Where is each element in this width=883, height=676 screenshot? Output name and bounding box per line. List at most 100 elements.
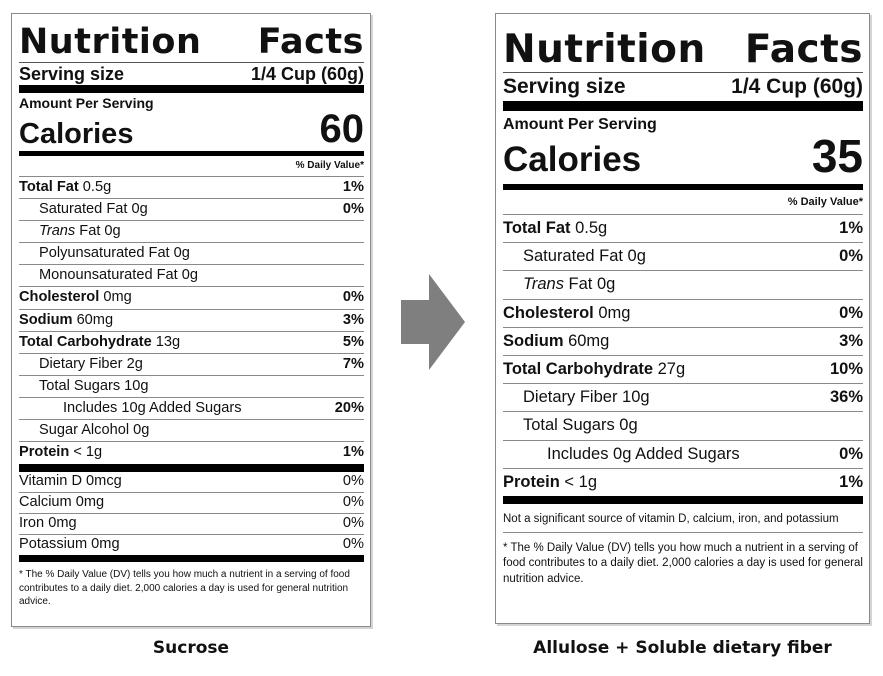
- nutrient-amount: 13g: [151, 333, 181, 350]
- nutrient-name: Total Carbohydrate: [503, 359, 654, 378]
- nutrient-dv: 5%: [342, 333, 364, 350]
- nutrient-dv: 0%: [342, 201, 364, 218]
- nutrient-amount: 0mg: [99, 289, 132, 306]
- calories-row: Calories 35: [503, 130, 863, 182]
- thick-divider: [503, 495, 863, 504]
- vitamin-name: Calcium 0mg: [19, 494, 105, 511]
- daily-value-header: % Daily Value*: [295, 160, 364, 171]
- nutrient-dv: 7%: [342, 355, 364, 372]
- nutrient-amount: < 1g: [559, 472, 598, 491]
- nutrient-name: Sodium: [503, 331, 564, 350]
- nutrient-row-dietary-fiber: Dietary Fiber 2g 7%: [19, 352, 364, 375]
- title-word-1: Nutrition: [503, 27, 706, 72]
- nutrient-row-sugar-alcohol: Sugar Alcohol 0g: [19, 419, 364, 441]
- serving-size-row: Serving size 1/4 Cup (60g): [19, 62, 364, 85]
- nutrient-row-protein: Protein < 1g 1%: [19, 441, 364, 463]
- vitamin-row-calcium: Calcium 0mg 0%: [19, 492, 364, 513]
- nutrient-name: Trans: [523, 275, 564, 294]
- serving-size-row: Serving size 1/4 Cup (60g): [503, 72, 863, 101]
- nutrient-name: Dietary Fiber 10g: [523, 388, 650, 407]
- vitamin-name: Potassium 0mg: [19, 536, 120, 553]
- nutrient-amount: < 1g: [69, 444, 103, 461]
- nutrient-row-protein: Protein < 1g 1%: [503, 467, 863, 496]
- nutrient-row-added-sugars: Includes 0g Added Sugars 0%: [503, 439, 863, 468]
- nutrient-row-saturated-fat: Saturated Fat 0g 0%: [19, 198, 364, 220]
- nutrient-name: Total Sugars 10g: [39, 377, 149, 394]
- nutrient-name: Saturated Fat 0g: [523, 247, 646, 266]
- nutrient-name: Includes 10g Added Sugars: [63, 399, 242, 416]
- nutrient-row-total-fat: Total Fat 0.5g 1%: [503, 214, 863, 242]
- nutrition-label-allulose-fiber: Nutrition Facts Serving size 1/4 Cup (60…: [495, 13, 870, 624]
- nutrient-dv: 0%: [839, 247, 863, 266]
- nutrient-name: Total Fat: [503, 219, 571, 237]
- thick-divider: [19, 464, 364, 473]
- nutrient-name: Sodium: [19, 311, 73, 328]
- nutrient-row-sodium: Sodium 60mg 3%: [503, 326, 863, 355]
- nutrient-row-monounsaturated-fat: Monounsaturated Fat 0g: [19, 264, 364, 286]
- calories-value: 60: [319, 107, 365, 151]
- nutrient-row-saturated-fat: Saturated Fat 0g 0%: [503, 242, 863, 270]
- nutrient-name: Saturated Fat 0g: [39, 201, 148, 218]
- nutrient-amount: Fat 0g: [563, 275, 616, 294]
- amount-per-serving: Amount Per Serving: [19, 95, 154, 111]
- nutrient-amount: 60mg: [72, 311, 114, 328]
- nutrient-row-total-sugars: Total Sugars 10g: [19, 374, 364, 397]
- nutrient-dv: 10%: [829, 359, 863, 378]
- nutrient-amount: 0.5g: [78, 179, 112, 195]
- nutrient-amount: 60mg: [563, 331, 610, 350]
- arrow-shape: [401, 274, 465, 370]
- title-word-2: Facts: [257, 22, 364, 62]
- nutrient-dv: 0%: [342, 289, 364, 306]
- nutrient-name: Total Sugars 0g: [523, 416, 638, 435]
- nutrient-dv: 3%: [342, 311, 364, 328]
- title-word-1: Nutrition: [19, 22, 202, 62]
- vitamin-row-d: Vitamin D 0mcg 0%: [19, 472, 364, 492]
- nutrient-name: Protein: [19, 444, 70, 461]
- nutrient-dv: 1%: [839, 219, 863, 237]
- vitamin-dv: 0%: [342, 494, 364, 511]
- daily-value-header: % Daily Value*: [787, 196, 863, 208]
- nutrient-name: Cholesterol: [503, 303, 594, 322]
- nutrient-amount: Fat 0g: [75, 223, 121, 240]
- nutrient-dv: 1%: [342, 179, 364, 195]
- nutrient-name: Total Fat: [19, 179, 79, 195]
- nutrient-row-total-carbohydrate: Total Carbohydrate 27g 10%: [503, 354, 863, 383]
- nutrient-dv: 20%: [334, 399, 364, 416]
- thick-divider: [19, 85, 364, 93]
- nutrient-amount: 0mg: [593, 303, 631, 322]
- vitamin-name: Vitamin D 0mcg: [19, 473, 122, 490]
- label-title: Nutrition Facts: [19, 22, 364, 62]
- title-word-2: Facts: [744, 27, 863, 72]
- serving-size-value: 1/4 Cup (60g): [731, 75, 863, 98]
- nutrient-name: Monounsaturated Fat 0g: [39, 267, 199, 284]
- nutrient-row-trans-fat: Trans Fat 0g: [503, 270, 863, 298]
- vitamin-row-potassium: Potassium 0mg 0%: [19, 534, 364, 555]
- not-significant-note: Not a significant source of vitamin D, c…: [503, 504, 863, 533]
- nutrient-dv: 1%: [839, 472, 863, 491]
- nutrient-dv: 36%: [829, 388, 863, 407]
- vitamin-dv: 0%: [342, 515, 364, 532]
- nutrient-name: Protein: [503, 472, 560, 491]
- nutrient-dv: 0%: [839, 444, 863, 463]
- right-arrow-icon: [401, 274, 465, 370]
- daily-value-footnote: * The % Daily Value (DV) tells you how m…: [503, 541, 863, 585]
- daily-value-footnote: * The % Daily Value (DV) tells you how m…: [19, 555, 364, 609]
- nutrient-row-sodium: Sodium 60mg 3%: [19, 308, 364, 331]
- nutrition-label-sucrose: Nutrition Facts Serving size 1/4 Cup (60…: [11, 13, 371, 627]
- nutrient-name: Cholesterol: [19, 289, 100, 306]
- calories-value: 35: [811, 130, 863, 182]
- nutrient-name: Trans: [39, 223, 76, 240]
- nutrient-row-added-sugars: Includes 10g Added Sugars 20%: [19, 396, 364, 419]
- nutrient-row-trans-fat: Trans Fat 0g: [19, 220, 364, 242]
- medium-divider: [19, 151, 364, 156]
- nutrient-name: Polyunsaturated Fat 0g: [39, 245, 190, 262]
- nutrient-name: Sugar Alcohol 0g: [39, 422, 150, 439]
- vitamin-name: Iron 0mg: [19, 515, 77, 532]
- vitamin-dv: 0%: [342, 536, 364, 553]
- nutrient-row-cholesterol: Cholesterol 0mg 0%: [503, 298, 863, 327]
- serving-size-label: Serving size: [19, 64, 125, 84]
- nutrient-row-total-sugars: Total Sugars 0g: [503, 411, 863, 439]
- calories-label: Calories: [19, 118, 134, 150]
- amount-per-serving: Amount Per Serving: [503, 116, 657, 133]
- medium-divider: [503, 184, 863, 190]
